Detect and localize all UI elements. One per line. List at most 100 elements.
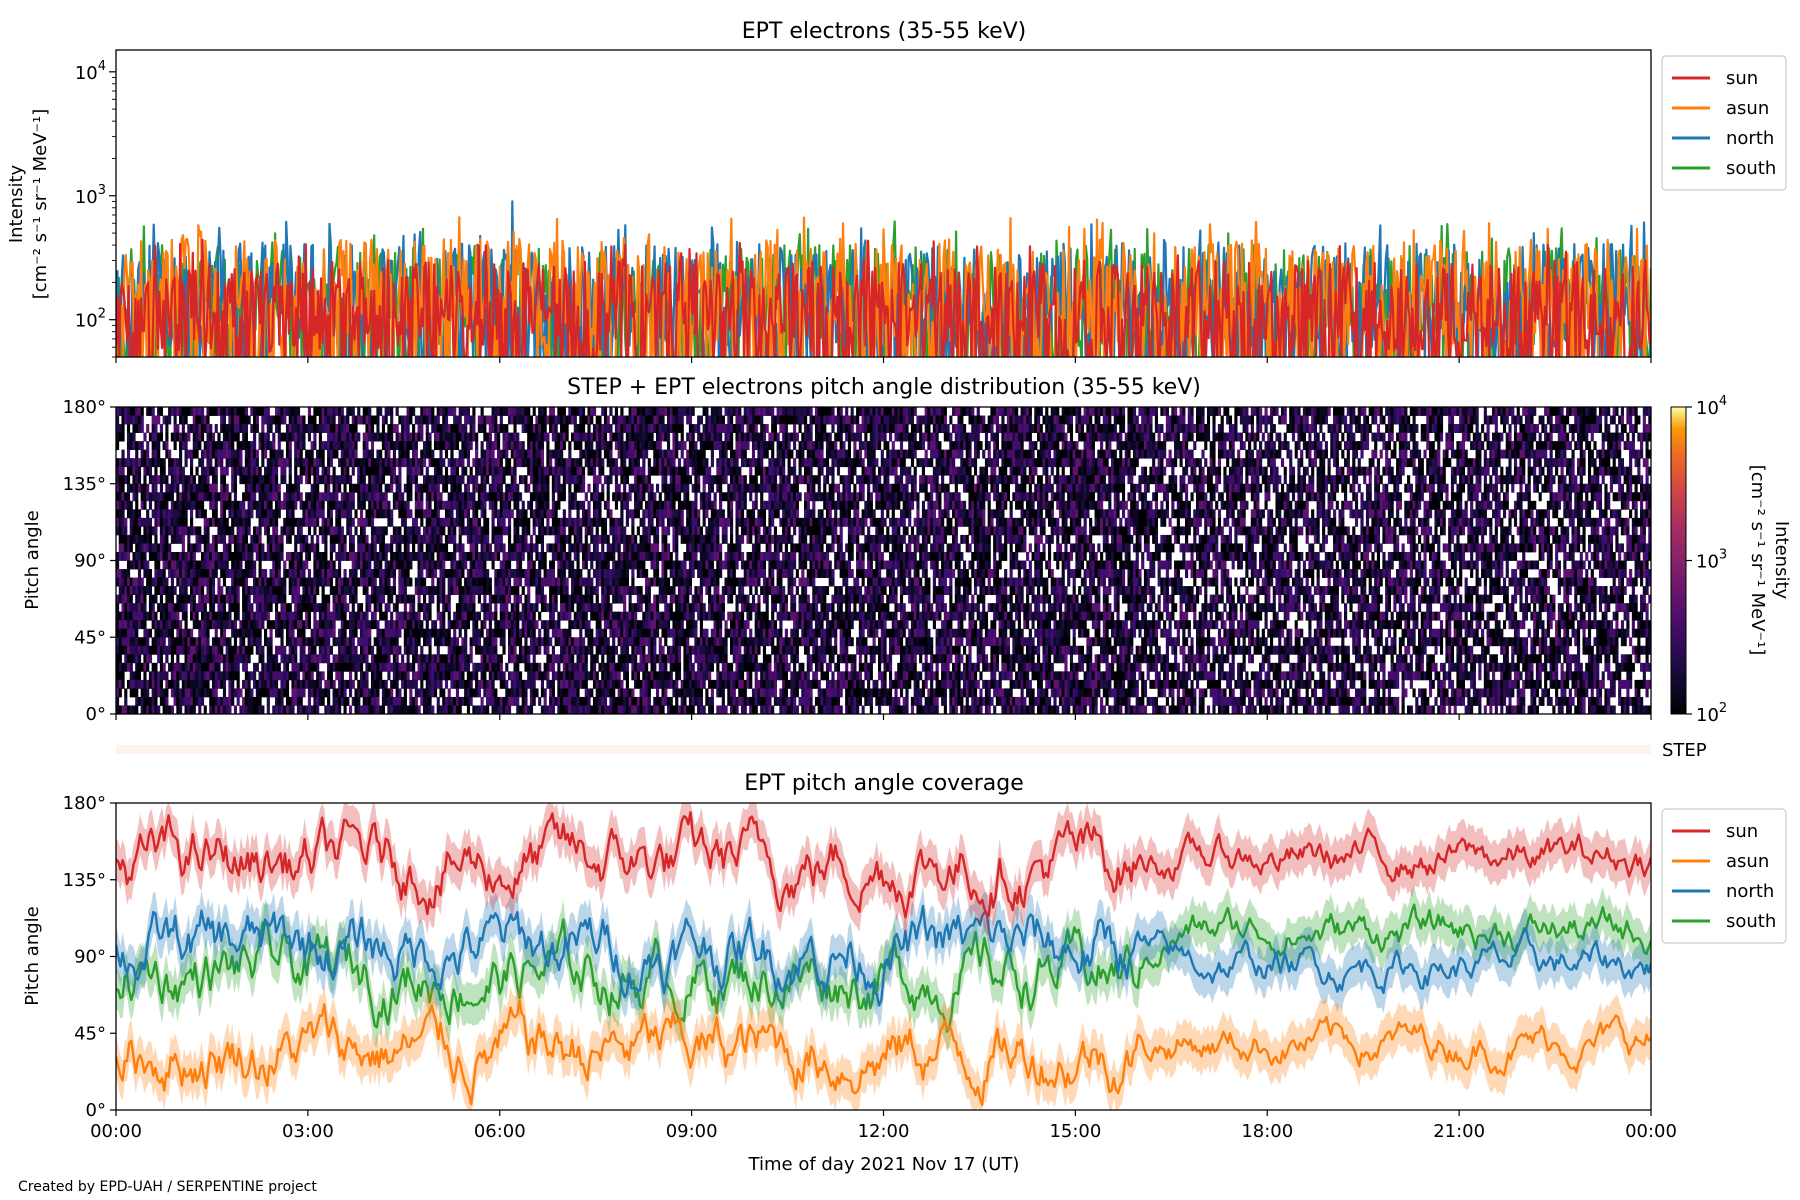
heatmap-cell — [307, 603, 312, 613]
heatmap-cell — [573, 458, 577, 468]
heatmap-cell — [357, 679, 361, 689]
heatmap-cell — [368, 466, 372, 476]
heatmap-cell — [538, 432, 542, 442]
heatmap-cell — [392, 458, 396, 468]
heatmap-cell — [529, 645, 534, 655]
heatmap-cell — [305, 586, 309, 596]
heatmap-cell — [527, 500, 531, 510]
heatmap-cell — [521, 654, 525, 664]
heatmap-cell — [324, 688, 328, 698]
heatmap-cell — [170, 645, 174, 655]
heatmap-cell — [162, 458, 166, 468]
heatmap-cell — [562, 577, 566, 587]
heatmap-cell — [121, 517, 125, 527]
heatmap-cell — [543, 705, 547, 714]
heatmap-cell — [214, 534, 218, 544]
heatmap-cell — [521, 543, 525, 553]
heatmap-cell — [381, 475, 386, 485]
heatmap-cell — [343, 458, 347, 468]
heatmap-cell — [302, 620, 306, 630]
heatmap-cell — [546, 603, 550, 613]
heatmap-cell — [486, 466, 490, 476]
heatmap-cell — [543, 560, 547, 570]
heatmap-cell — [453, 662, 457, 672]
heatmap-cell — [321, 577, 325, 587]
heatmap-cell — [551, 628, 555, 638]
heatmap-cell — [277, 696, 281, 706]
heatmap-cell — [313, 569, 317, 578]
heatmap-cell — [379, 551, 383, 561]
heatmap-cell — [513, 569, 517, 578]
heatmap-cell — [497, 441, 501, 451]
heatmap-cell — [135, 526, 139, 536]
heatmap-cell — [543, 500, 547, 510]
heatmap-cell — [428, 560, 432, 570]
heatmap-cell — [486, 611, 490, 621]
heatmap-cell — [507, 705, 512, 714]
heatmap-cell — [376, 679, 380, 689]
heatmap-cell — [549, 415, 553, 425]
heatmap-cell — [581, 466, 586, 476]
heatmap-cell — [269, 424, 273, 433]
heatmap-cell — [458, 569, 462, 578]
heatmap-cell — [181, 637, 185, 647]
heatmap-cell — [475, 526, 479, 536]
heatmap-cell — [116, 645, 120, 655]
heatmap-cell — [280, 688, 284, 698]
heatmap-cell — [551, 483, 555, 493]
heatmap-cell — [458, 603, 462, 613]
heatmap-cell — [562, 662, 566, 672]
heatmap-cell — [299, 620, 303, 630]
heatmap-cell — [288, 628, 292, 638]
heatmap-cell — [231, 534, 235, 544]
heatmap-cell — [165, 705, 169, 714]
heatmap-cell — [135, 466, 139, 476]
heatmap-cell — [513, 620, 517, 630]
heatmap-cell — [242, 415, 246, 425]
heatmap-cell — [395, 654, 399, 664]
heatmap-cell — [409, 560, 413, 570]
heatmap-cell — [168, 517, 172, 527]
heatmap-cell — [579, 611, 583, 621]
heatmap-cell — [359, 628, 364, 638]
heatmap-cell — [214, 551, 218, 561]
heatmap-cell — [162, 534, 166, 544]
heatmap-cell — [340, 603, 344, 613]
heatmap-cell — [296, 586, 301, 596]
heatmap-cell — [521, 458, 525, 468]
heatmap-cell — [401, 441, 405, 451]
heatmap-cell — [217, 517, 221, 527]
heatmap-cell — [179, 441, 183, 451]
heatmap-cell — [299, 654, 303, 664]
heatmap-cell — [285, 517, 290, 527]
heatmap-cell — [231, 466, 235, 476]
heatmap-cell — [379, 603, 383, 613]
heatmap-cell — [132, 424, 136, 433]
heatmap-cell — [414, 415, 418, 425]
heatmap-cell — [214, 492, 218, 502]
heatmap-cell — [354, 458, 358, 468]
heatmap-cell — [516, 569, 520, 578]
heatmap-cell — [116, 637, 120, 647]
heatmap-cell — [222, 611, 227, 621]
heatmap-cell — [444, 696, 449, 706]
heatmap-cell — [455, 543, 460, 553]
heatmap-cell — [247, 603, 251, 613]
heatmap-cell — [151, 637, 155, 647]
heatmap-cell — [381, 611, 386, 621]
heatmap-cell — [392, 441, 396, 451]
heatmap-cell — [461, 466, 465, 476]
heatmap-cell — [370, 688, 375, 698]
heatmap-cell — [124, 577, 128, 587]
heatmap-cell — [395, 688, 399, 698]
heatmap-cell — [420, 662, 424, 672]
heatmap-cell — [157, 705, 161, 714]
heatmap-cell — [551, 543, 555, 553]
heatmap-cell — [305, 611, 309, 621]
heatmap-cell — [296, 458, 301, 468]
heatmap-cell — [343, 415, 347, 425]
heatmap-cell — [135, 517, 139, 527]
heatmap-cell — [318, 551, 322, 561]
heatmap-cell — [332, 492, 336, 502]
heatmap-cell — [475, 500, 479, 510]
